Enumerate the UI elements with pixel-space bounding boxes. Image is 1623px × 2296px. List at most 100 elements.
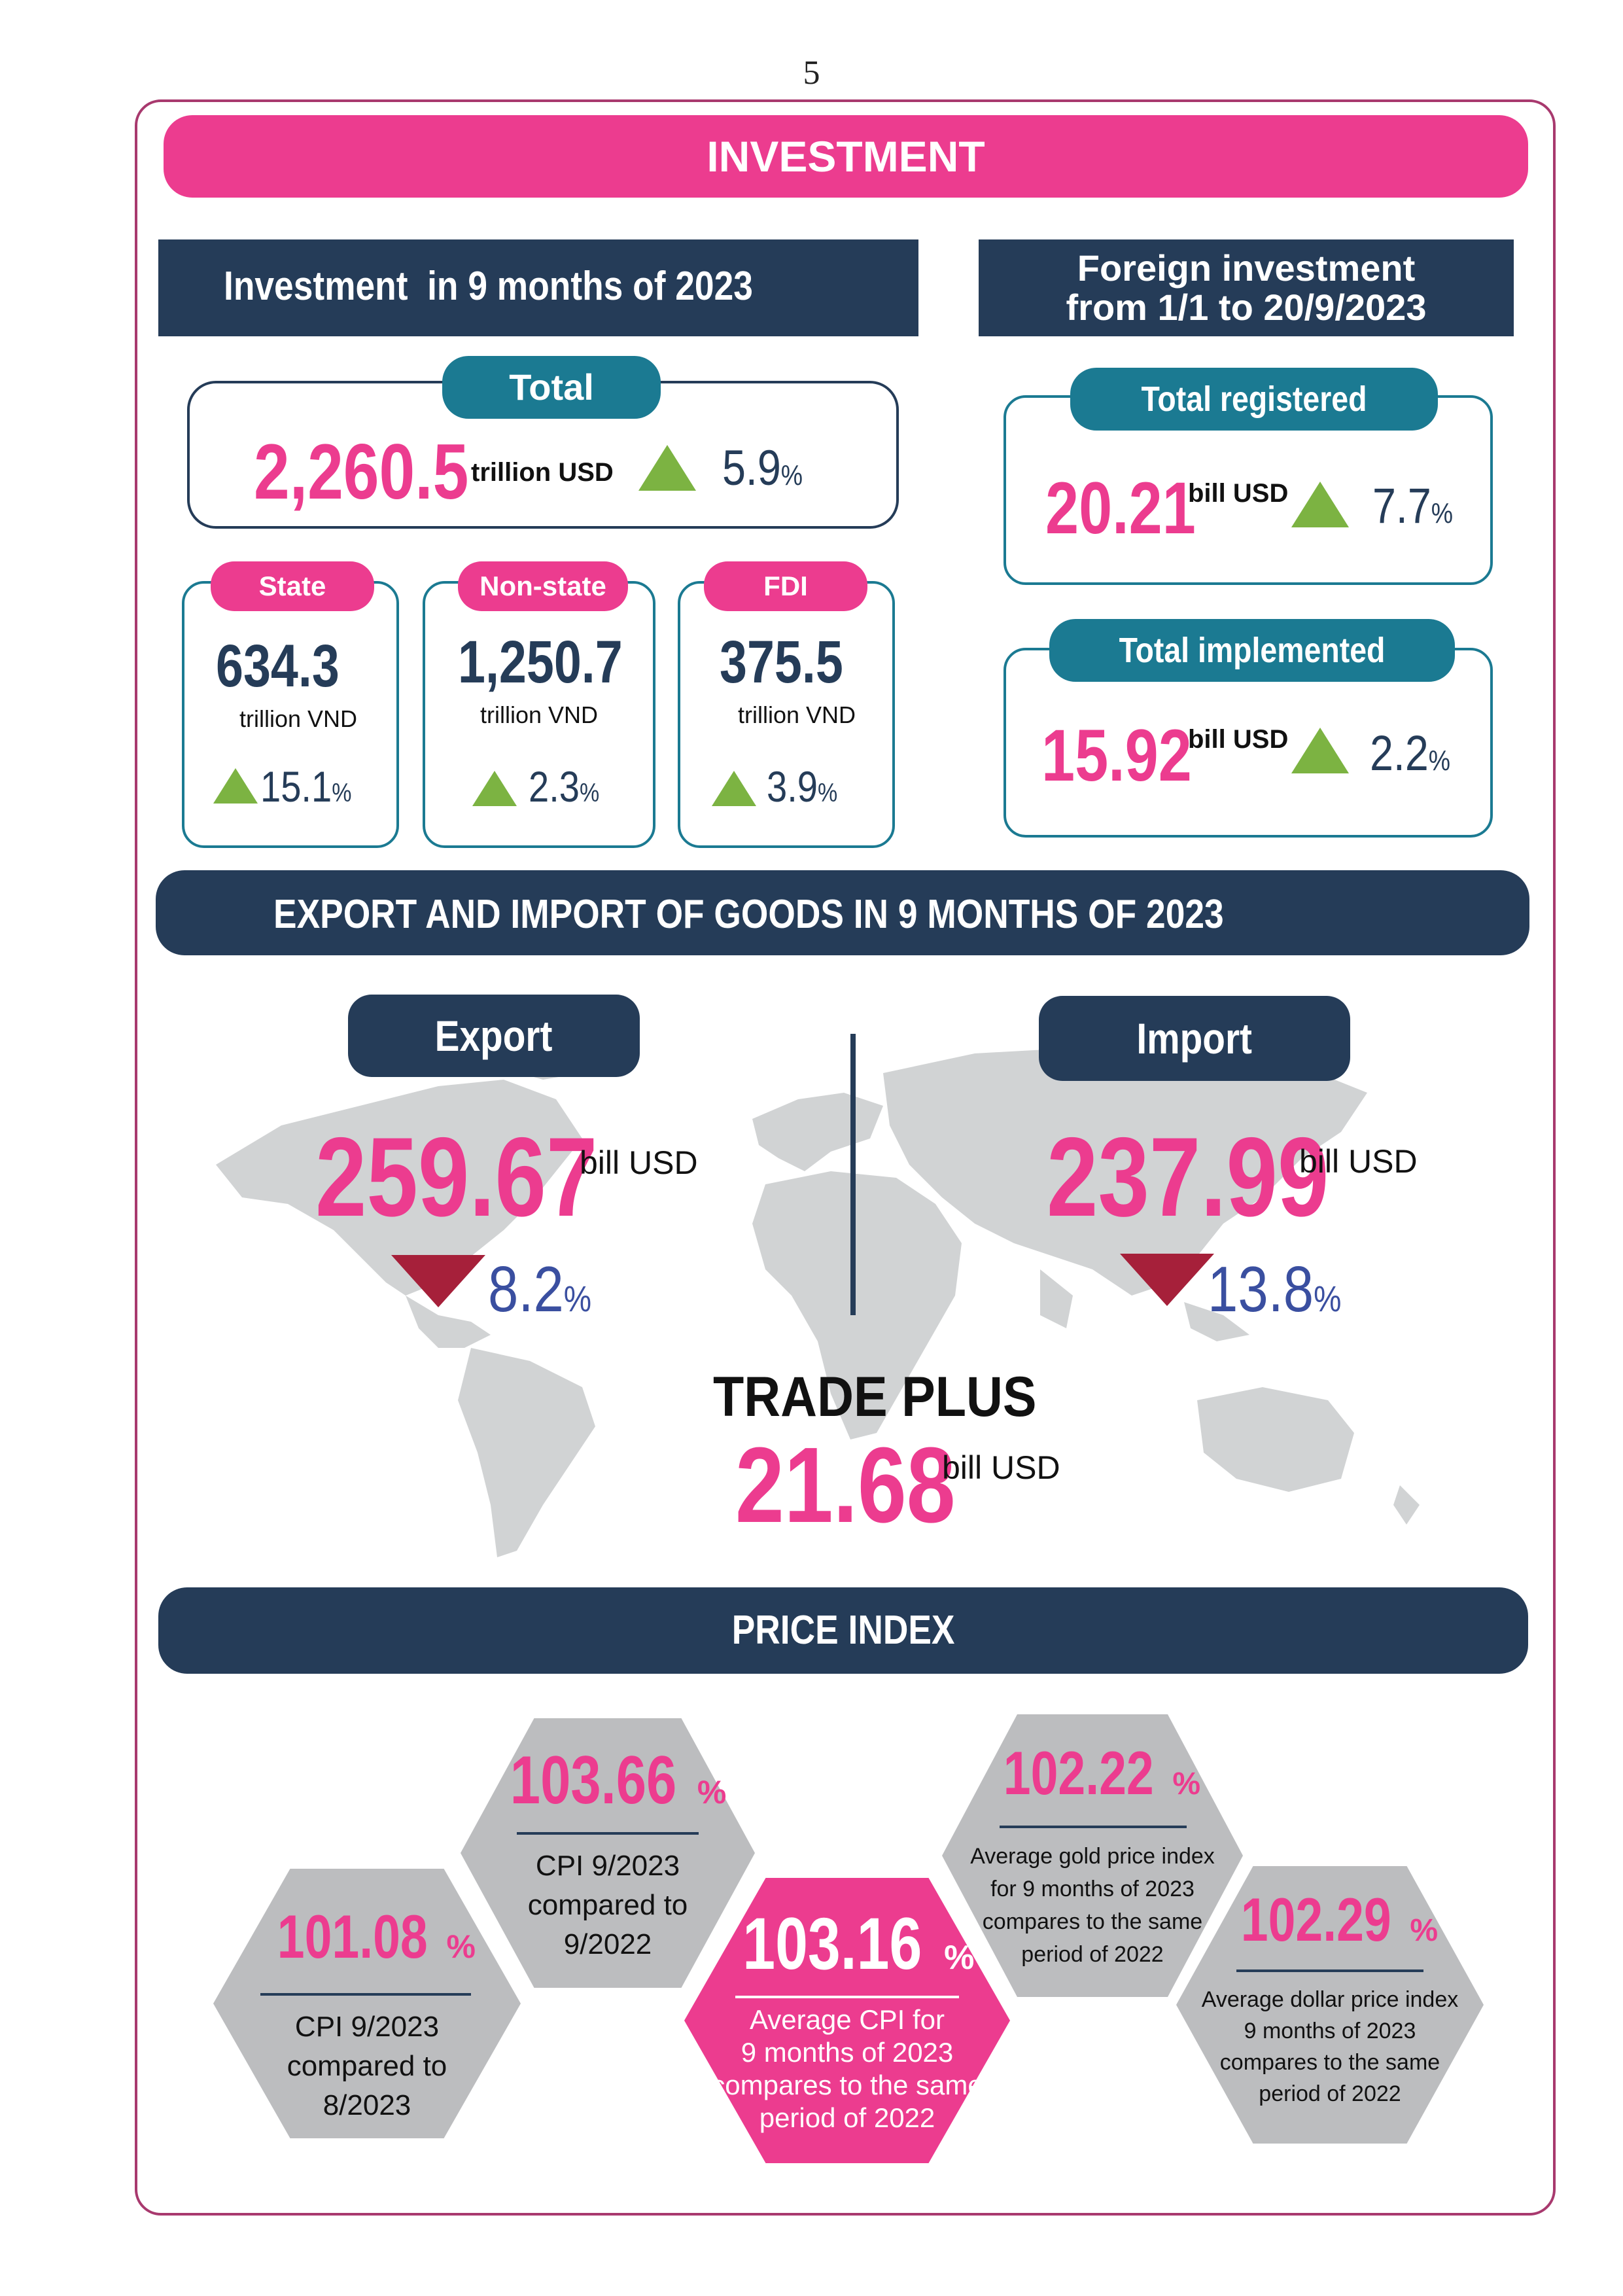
- registered-capital-label-text: Total registered capital: [1141, 380, 1367, 482]
- state-pct-value: 15.1: [260, 762, 332, 811]
- trade-plus-unit: bill USD: [942, 1449, 1060, 1486]
- state-unit: trillion VND: [239, 705, 358, 732]
- registered-unit: bill USD: [1188, 479, 1289, 508]
- dollar-index-l1: Average dollar price index: [1201, 1987, 1459, 2012]
- gold-index-l1: Average gold price index: [970, 1844, 1215, 1869]
- export-label: Export: [348, 995, 640, 1077]
- cpi-year-hex: [461, 1718, 755, 1988]
- gold-index-value-wrap: 102.22%: [942, 1738, 1243, 1809]
- implemented-pct-sign: %: [1428, 745, 1451, 777]
- gold-index-value: 102.22: [1003, 1739, 1154, 1807]
- dollar-index-divider: [1236, 1969, 1423, 1972]
- cpi-average-l3: compares to the same: [711, 2070, 983, 2100]
- total-pct: 5.9%: [722, 440, 803, 497]
- cpi-average-caption: Average CPI for 9 months of 2023 compare…: [684, 2004, 1010, 2134]
- trade-divider: [850, 1034, 856, 1315]
- foreign-title-line2: from 1/1 to 20/9/2023: [1066, 287, 1427, 328]
- state-pct: 15.1%: [260, 762, 351, 811]
- export-pct-sign: %: [563, 1278, 592, 1319]
- total-pct-value: 5.9: [722, 440, 781, 496]
- registered-up-arrow-icon: [1291, 482, 1349, 527]
- fdi-pct-value: 3.9: [767, 762, 818, 811]
- fdi-up-arrow-icon: [712, 771, 756, 806]
- cpi-month-value: 101.08: [277, 1902, 428, 1971]
- state-label-text: State: [258, 571, 326, 601]
- cpi-year-l1: CPI 9/2023: [535, 1850, 680, 1882]
- import-value: 237.99: [1047, 1114, 1329, 1240]
- trade-header-text: EXPORT AND IMPORT OF GOODS IN 9 MONTHS O…: [273, 892, 1224, 937]
- import-label-text: Import: [1136, 1014, 1253, 1063]
- cpi-year-divider: [517, 1832, 699, 1835]
- cpi-average-value-wrap: 103.16%: [684, 1901, 1010, 1986]
- cpi-average-l4: period of 2022: [759, 2102, 935, 2133]
- export-label-text: Export: [435, 1012, 553, 1060]
- export-pct-value: 8.2: [488, 1253, 564, 1325]
- total-up-arrow-icon: [638, 445, 696, 491]
- implemented-pct: 2.2%: [1370, 725, 1450, 782]
- state-up-arrow-icon: [213, 768, 258, 804]
- export-unit: bill USD: [580, 1144, 698, 1181]
- non-state-value: 1,250.7: [458, 629, 623, 696]
- implemented-unit: bill USD: [1188, 725, 1289, 754]
- dollar-index-pct-sign: %: [1410, 1913, 1439, 1948]
- total-pct-sign: %: [780, 459, 803, 491]
- total-value: 2,260.5: [254, 428, 469, 516]
- implemented-value: 15.92: [1041, 715, 1192, 796]
- total-label: Total: [442, 356, 661, 419]
- cpi-month-value-wrap: 101.08%: [213, 1901, 521, 1972]
- import-label: Import: [1039, 996, 1350, 1081]
- cpi-year-value: 103.66: [510, 1742, 677, 1818]
- registered-pct-value: 7.7: [1372, 478, 1431, 534]
- non-state-pct: 2.3%: [529, 762, 599, 811]
- implemented-capital-label-text: Total implemented capital: [1119, 631, 1386, 733]
- price-index-header: PRICE INDEX: [158, 1587, 1528, 1674]
- investment-left-title: Investment in 9 months of 2023: [158, 239, 918, 336]
- cpi-year-l3: 9/2022: [563, 1928, 652, 1960]
- dollar-index-caption: Average dollar price index 9 months of 2…: [1176, 1984, 1484, 2110]
- non-state-label: Non-state: [458, 561, 628, 611]
- cpi-average-l1: Average CPI for: [749, 2004, 945, 2035]
- foreign-investment-title: Foreign investment from 1/1 to 20/9/2023: [979, 239, 1514, 336]
- import-pct-value: 13.8: [1208, 1253, 1314, 1325]
- cpi-month-divider: [260, 1993, 471, 1996]
- non-state-box: [423, 581, 655, 848]
- investment-header-text: INVESTMENT: [707, 132, 985, 181]
- registered-pct-sign: %: [1431, 497, 1454, 529]
- investment-left-title-text: Investment in 9 months of 2023: [224, 264, 753, 309]
- gold-index-caption: Average gold price index for 9 months of…: [942, 1840, 1243, 1971]
- dollar-index-l2: 9 months of 2023: [1244, 2019, 1416, 2043]
- dollar-index-value-wrap: 102.29%: [1176, 1884, 1484, 1955]
- import-pct-sign: %: [1314, 1278, 1342, 1319]
- page-number: 5: [803, 54, 820, 92]
- foreign-title-line1: Foreign investment: [1077, 247, 1416, 289]
- export-pct: 8.2%: [488, 1252, 591, 1326]
- import-down-arrow-icon: [1120, 1254, 1214, 1306]
- fdi-pct-sign: %: [817, 779, 838, 807]
- import-unit: bill USD: [1299, 1143, 1418, 1180]
- page-frame: [135, 99, 1556, 2216]
- implemented-capital-label: Total implemented capital: [1049, 619, 1455, 733]
- state-value: 634.3: [216, 633, 340, 699]
- cpi-average-hex: [684, 1878, 1010, 2163]
- non-state-unit: trillion VND: [480, 701, 599, 728]
- total-label-text: Total: [509, 366, 594, 408]
- dollar-index-l3: compares to the same: [1219, 2050, 1440, 2075]
- trade-plus-value: 21.68: [735, 1425, 956, 1545]
- trade-header: EXPORT AND IMPORT OF GOODS IN 9 MONTHS O…: [156, 870, 1529, 955]
- cpi-average-pct-sign: %: [944, 1939, 975, 1977]
- export-value: 259.67: [315, 1114, 598, 1240]
- cpi-average-value: 103.16: [742, 1903, 922, 1985]
- state-box: [182, 581, 399, 848]
- total-unit: trillion USD: [471, 458, 614, 487]
- cpi-month-hex: [213, 1869, 521, 2138]
- cpi-month-l2: compared to: [287, 2050, 447, 2082]
- non-state-label-text: Non-state: [480, 571, 606, 601]
- fdi-label-text: FDI: [763, 571, 808, 601]
- cpi-average-divider: [735, 1996, 959, 1998]
- cpi-month-l1: CPI 9/2023: [294, 2011, 440, 2043]
- gold-index-l2: for 9 months of 2023: [990, 1877, 1195, 1901]
- import-pct: 13.8%: [1208, 1252, 1341, 1326]
- dollar-index-value: 102.29: [1240, 1885, 1391, 1954]
- non-state-pct-sign: %: [579, 779, 600, 807]
- cpi-month-pct-sign: %: [446, 1928, 476, 1965]
